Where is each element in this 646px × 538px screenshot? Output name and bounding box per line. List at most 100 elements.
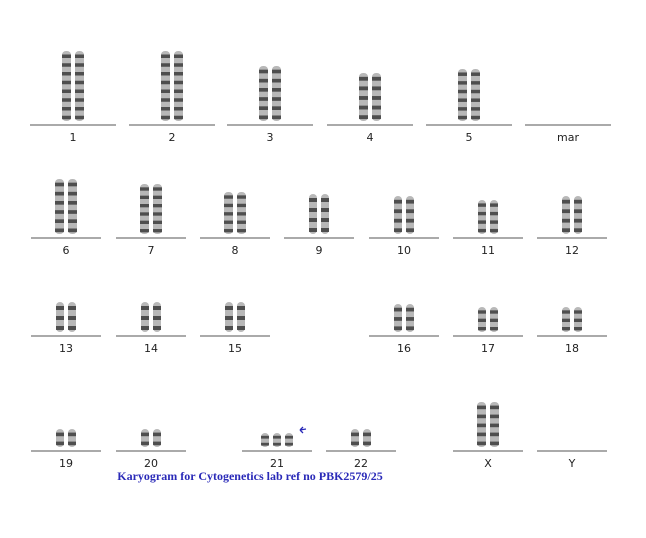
chromosome-label: 17	[481, 342, 495, 355]
band	[406, 199, 414, 204]
band	[55, 191, 64, 196]
band	[68, 210, 77, 214]
chromosome-label: mar	[557, 131, 579, 144]
band	[272, 78, 281, 83]
band	[62, 80, 71, 85]
band	[161, 107, 170, 111]
band	[174, 72, 183, 76]
band	[261, 442, 269, 446]
band	[259, 106, 268, 110]
chromosome-label: 8	[232, 244, 239, 257]
band	[273, 442, 281, 446]
band	[458, 72, 467, 76]
band	[56, 306, 64, 310]
band	[490, 441, 499, 446]
band	[237, 203, 246, 208]
band	[351, 432, 359, 437]
band	[478, 327, 486, 331]
band	[562, 310, 570, 314]
band	[359, 105, 368, 110]
band	[471, 81, 480, 85]
band	[153, 195, 162, 199]
band	[140, 220, 149, 224]
band	[224, 212, 233, 216]
band	[75, 89, 84, 93]
chromosome-label: 11	[481, 244, 495, 257]
band	[237, 212, 246, 216]
band	[237, 195, 246, 199]
band	[471, 72, 480, 76]
band	[174, 80, 183, 85]
band	[477, 414, 486, 419]
band	[309, 198, 317, 202]
band	[62, 54, 71, 58]
chromosome	[161, 51, 170, 121]
band	[174, 89, 183, 93]
band	[153, 229, 162, 233]
band	[272, 69, 281, 74]
band	[406, 218, 414, 223]
chromosome	[55, 179, 64, 234]
chromosome-label: 18	[565, 342, 579, 355]
band	[174, 54, 183, 58]
band	[62, 89, 71, 93]
band	[55, 228, 64, 233]
band	[225, 306, 233, 310]
band	[574, 218, 582, 223]
band	[153, 326, 161, 330]
arrow	[299, 426, 307, 434]
band	[478, 211, 486, 216]
band	[55, 219, 64, 223]
band	[574, 310, 582, 314]
band	[174, 98, 183, 102]
band	[75, 80, 84, 85]
band	[259, 97, 268, 101]
band	[75, 115, 84, 120]
band	[62, 63, 71, 67]
band	[68, 219, 77, 223]
band	[225, 316, 233, 320]
chromosome	[490, 200, 498, 234]
band	[359, 86, 368, 91]
band	[321, 228, 329, 232]
band	[153, 316, 161, 320]
band	[478, 203, 486, 207]
chromosome	[75, 51, 84, 121]
chromosome-label: 21	[270, 457, 284, 470]
band	[68, 326, 76, 330]
band	[161, 54, 170, 58]
band	[562, 318, 570, 322]
band	[225, 326, 233, 330]
band	[309, 218, 317, 222]
band	[141, 306, 149, 310]
chromosome	[406, 196, 414, 234]
band	[55, 182, 64, 187]
chromosome	[458, 69, 467, 121]
band	[406, 209, 414, 214]
band	[161, 89, 170, 93]
chromosome	[309, 194, 317, 234]
band	[471, 115, 480, 120]
band	[153, 204, 162, 208]
band	[394, 326, 402, 331]
band	[140, 187, 149, 191]
band	[224, 228, 233, 233]
chromosome-label: 7	[148, 244, 155, 257]
band	[490, 327, 498, 331]
chromosome	[394, 196, 402, 234]
chromosome-label: 14	[144, 342, 158, 355]
band	[68, 306, 76, 310]
band	[490, 432, 499, 437]
band	[562, 218, 570, 223]
band	[259, 88, 268, 92]
band	[562, 209, 570, 214]
band	[458, 81, 467, 85]
band	[490, 423, 499, 428]
band	[62, 115, 71, 120]
band	[478, 318, 486, 322]
band	[56, 432, 64, 437]
band	[490, 228, 498, 233]
band	[359, 96, 368, 100]
band	[406, 317, 414, 321]
chromosome	[68, 179, 77, 234]
